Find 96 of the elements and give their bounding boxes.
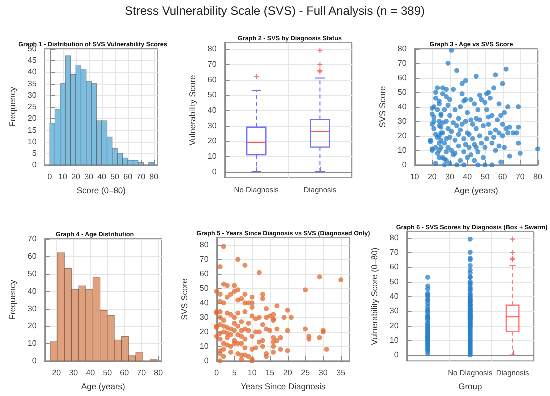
y-axis-title: Frequency (8, 279, 18, 320)
y-tick-label: 60 (208, 75, 218, 84)
y-tick-label: 60 (200, 270, 210, 279)
y-tick-label: 40 (28, 68, 38, 77)
x-tick-label: 10 (248, 368, 258, 378)
y-tick-label: 5 (32, 148, 38, 158)
x-tick-label: 30 (84, 172, 94, 182)
y-tick-label: 15 (28, 126, 38, 135)
y-tick-label: 30 (28, 90, 38, 100)
y-axis-title: Frequency (8, 86, 18, 128)
y-axis-title: SVS Score (378, 86, 388, 128)
x-tick-label: 0 (48, 172, 53, 182)
y-tick-label: 60 (398, 74, 408, 83)
x-tick-label: 80 (154, 368, 164, 378)
y-tick-label: 20 (398, 132, 408, 141)
y-axis-title: Vulnerability Score (188, 74, 198, 146)
y-tick-label: 80 (200, 240, 210, 250)
x-tick-label: 10 (410, 172, 420, 182)
y-tick-label: 0 (394, 350, 400, 360)
x-tick-label: 70 (137, 368, 147, 378)
x-tick-label: 50 (103, 368, 113, 378)
y-tick-label: 0 (402, 160, 408, 170)
y-tick-label: 70 (28, 234, 38, 244)
x-tick-label: 15 (266, 368, 276, 378)
y-tick-label: 25 (28, 102, 38, 112)
x-tick-label: 40 (463, 172, 473, 182)
y-tick-label: 40 (398, 102, 408, 112)
x-axis-title: Age (years) (81, 382, 126, 392)
y-tick-label: 60 (390, 262, 400, 272)
x-tick-label: 60 (120, 368, 130, 378)
x-tick-label: 30 (318, 368, 328, 378)
y-tick-label: 70 (398, 59, 408, 68)
x-tick-label: 20 (72, 172, 82, 182)
y-tick-label: 0 (32, 356, 38, 366)
x-tick-label: 70 (516, 172, 526, 182)
y-axis-title: SVS Score (180, 278, 190, 320)
y-tick-label: 10 (390, 336, 400, 346)
x-axis-title: Group (458, 382, 482, 392)
y-tick-label: 45 (28, 56, 38, 66)
y-tick-label: 80 (398, 44, 408, 54)
x-tick-label: 30 (446, 172, 455, 182)
y-tick-label: 10 (208, 152, 218, 162)
x-tick-label: 10 (58, 172, 68, 182)
y-tick-label: 30 (200, 313, 210, 322)
y-tick-label: 10 (398, 146, 408, 156)
y-tick-label: 30 (208, 121, 218, 130)
y-tick-label: 70 (200, 255, 210, 264)
y-tick-label: 80 (390, 233, 400, 242)
x-tick-label: 40 (98, 172, 108, 182)
y-tick-label: 35 (28, 79, 38, 88)
y-tick-label: 0 (32, 160, 38, 170)
y-tick-label: 20 (390, 321, 400, 330)
x-tick-label: 20 (283, 368, 293, 378)
x-tick-label: 60 (124, 172, 134, 182)
x-tick-label: 30 (69, 368, 79, 378)
y-tick-label: 70 (208, 60, 218, 69)
x-axis-title: Age (years) (454, 186, 499, 196)
y-tick-label: 40 (390, 292, 400, 302)
y-tick-label: 20 (28, 322, 38, 331)
x-tick-label: 35 (336, 368, 346, 378)
y-tick-label: 50 (200, 284, 210, 294)
y-tick-label: 50 (208, 90, 218, 100)
y-tick-label: 70 (390, 248, 400, 258)
y-tick-label: 50 (398, 88, 408, 98)
y-tick-label: 50 (390, 277, 400, 286)
x-tick-label: 40 (86, 368, 96, 378)
x-tick-label: 20 (428, 172, 438, 182)
y-tick-label: 80 (208, 44, 218, 54)
y-tick-label: 40 (208, 106, 218, 115)
x-tick-label: 70 (136, 172, 146, 182)
text: Stress Vulnerability Scale (SVS) - Full Analysis (n = 389) (124, 4, 425, 18)
y-tick-label: 40 (28, 286, 38, 296)
y-tick-label: 10 (28, 339, 38, 348)
y-axis-title: Vulnerability Score (0–80) (370, 248, 380, 346)
x-tick-label: 20 (52, 368, 62, 378)
x-tick-label: 25 (301, 368, 311, 378)
x-tick-label: 50 (480, 172, 490, 182)
y-tick-label: 30 (28, 304, 38, 314)
y-tick-label: 50 (28, 269, 38, 278)
y-tick-label: 20 (200, 328, 210, 337)
x-tick-label: 50 (110, 172, 120, 182)
x-tick-label: 80 (534, 172, 543, 182)
y-tick-label: 20 (208, 136, 218, 146)
y-tick-label: 10 (200, 342, 210, 352)
y-tick-label: 30 (390, 306, 400, 316)
x-axis-title: Years Since Diagnosis (241, 382, 326, 392)
x-tick-label: 5 (232, 368, 238, 378)
x-tick-label: 80 (150, 172, 160, 182)
y-tick-label: 30 (398, 117, 408, 126)
y-tick-label: 0 (204, 356, 210, 366)
x-tick-label: 60 (498, 172, 508, 182)
y-tick-label: 20 (28, 114, 38, 124)
y-tick-label: 60 (28, 252, 38, 261)
y-tick-label: 40 (200, 298, 210, 308)
x-axis-title: Score (0–80) (76, 186, 126, 196)
y-tick-label: 10 (28, 137, 38, 146)
